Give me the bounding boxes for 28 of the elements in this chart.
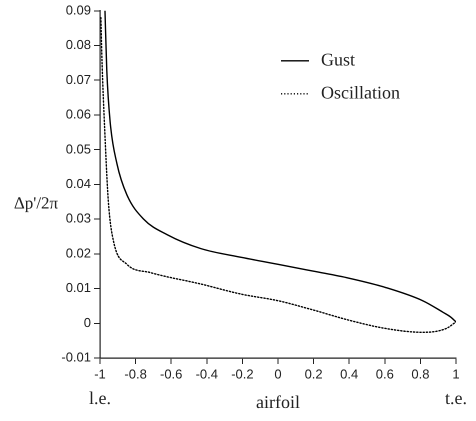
x-tick-label: -1 [94,366,106,382]
y-tick-label: -0.01 [61,350,91,365]
y-tick-label: 0.09 [66,2,91,18]
y-tick-label: 0.06 [66,106,91,122]
x-tick-label: -0.4 [196,366,218,382]
x-tick-label: 0.2 [304,366,323,382]
x-axis-title: airfoil [256,392,300,412]
text: l.e. [89,388,111,408]
x-tick-label: -0.8 [124,366,147,382]
y-tick-label: 0.07 [66,72,91,87]
text: t.e. [445,388,467,408]
y-tick-label: 0.02 [66,245,91,260]
y-axis-title: Δp'/2π [14,193,59,212]
x-tick-label: 0 [274,366,282,382]
x-tick-label: 1 [452,366,460,382]
x-tick-label: -0.2 [231,366,254,382]
y-tick-label: 0 [84,314,91,330]
y-tick-label: 0.03 [66,210,91,226]
y-tick-label: 0.08 [66,37,91,52]
y-tick-label: 0.04 [66,176,91,191]
legend-label: Gust [321,50,356,70]
x-tick-label: -0.6 [160,366,182,382]
y-tick-label: 0.01 [66,280,91,296]
x-tick-label: 0.8 [411,366,430,382]
y-tick-label: 0.05 [66,141,91,156]
x-tick-label: 0.6 [376,366,394,382]
legend-label: Oscillation [321,82,400,103]
x-tick-label: 0.4 [340,366,358,382]
